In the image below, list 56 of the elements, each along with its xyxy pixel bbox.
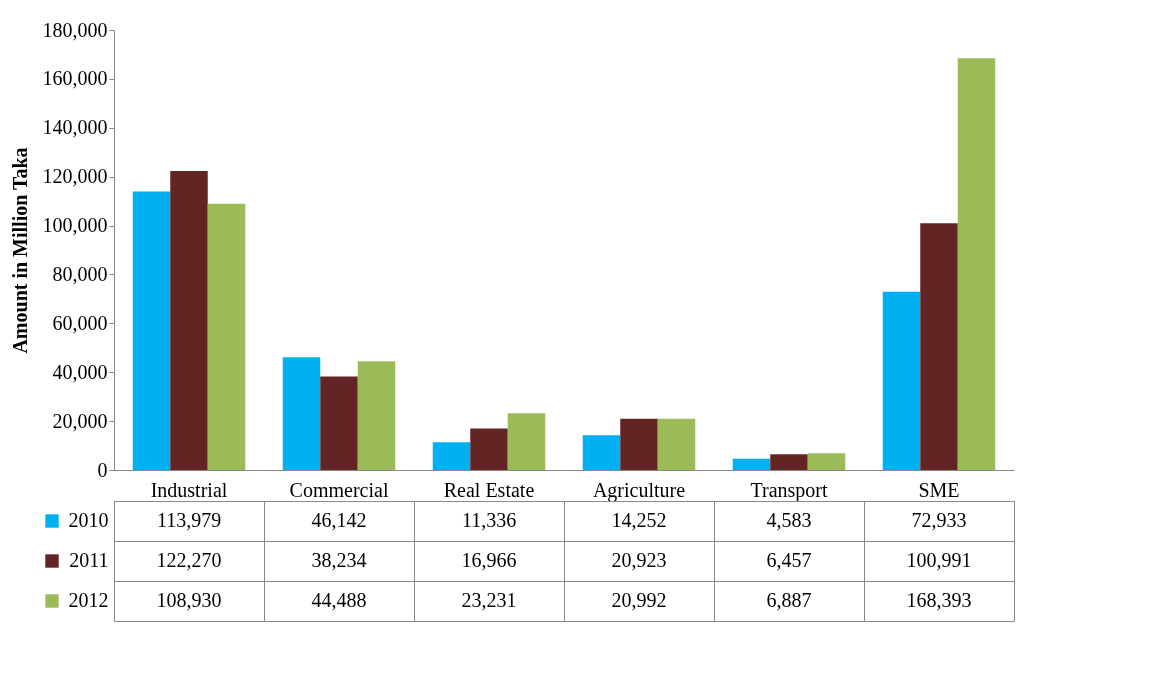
data-label: 11,336	[461, 509, 517, 531]
bar	[432, 442, 471, 470]
bar	[657, 418, 696, 470]
x-tick-label: Industrial	[150, 478, 228, 501]
data-label: 72,933	[911, 509, 967, 531]
bar	[132, 191, 171, 470]
data-label: 23,231	[461, 589, 517, 611]
data-label: 14,252	[611, 509, 667, 531]
legend-label: 2011	[69, 549, 109, 571]
data-label: 108,930	[156, 589, 222, 611]
bar	[582, 435, 621, 470]
data-label: 100,991	[906, 549, 972, 571]
y-tick-label: 120,000	[42, 165, 108, 188]
y-tick-label: 180,000	[42, 18, 108, 41]
y-tick-label: 100,000	[42, 214, 108, 237]
legend-label: 2012	[68, 589, 109, 611]
y-tick-label: 40,000	[52, 360, 108, 383]
data-label: 6,887	[766, 589, 812, 611]
x-tick-label: Real Estate	[443, 478, 535, 501]
bar	[207, 203, 246, 470]
data-label: 6,457	[766, 549, 812, 571]
bar	[920, 223, 958, 470]
bar	[770, 454, 808, 470]
y-tick-label: 60,000	[52, 311, 108, 334]
bar	[507, 413, 546, 470]
bar	[357, 361, 396, 470]
data-label: 38,234	[311, 549, 367, 571]
bar	[282, 357, 321, 470]
data-label: 113,979	[156, 509, 222, 531]
bar	[320, 376, 358, 470]
y-tick-label: 20,000	[52, 409, 108, 432]
data-label: 4,583	[766, 509, 812, 531]
bar	[732, 458, 771, 470]
x-tick-label: Commercial	[289, 478, 389, 501]
legend-label: 2010	[68, 509, 109, 531]
data-label: 20,992	[611, 589, 667, 611]
data-label: 168,393	[906, 589, 972, 611]
bar	[170, 171, 208, 470]
bar	[807, 453, 846, 470]
bar	[957, 58, 996, 470]
data-label: 46,142	[311, 509, 367, 531]
bar	[882, 291, 921, 470]
bar	[620, 418, 658, 470]
x-tick-label: Transport	[750, 478, 828, 502]
data-label: 122,270	[156, 549, 222, 571]
x-tick-label: Agriculture	[592, 478, 686, 502]
x-tick-label: SME	[918, 478, 960, 501]
y-tick-label: 80,000	[52, 262, 108, 285]
y-tick-label: 160,000	[42, 67, 108, 90]
y-tick-label: 140,000	[42, 116, 108, 139]
y-tick-label: 0	[97, 458, 108, 481]
data-label: 44,488	[311, 589, 367, 611]
y-axis-title: Amount in Million Taka	[8, 147, 31, 354]
data-label: 20,923	[611, 549, 667, 571]
data-label: 16,966	[461, 549, 517, 571]
bar	[470, 428, 508, 470]
